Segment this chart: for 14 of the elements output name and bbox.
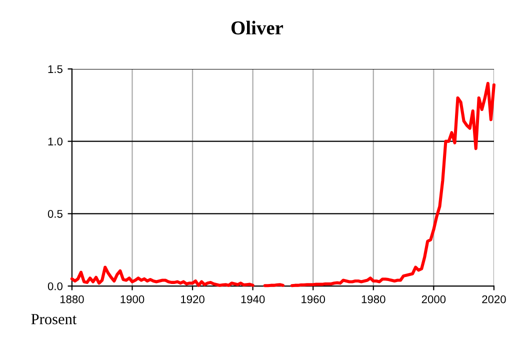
x-tick-label: 1880 — [60, 295, 84, 304]
x-tick-label: 1900 — [120, 295, 144, 304]
x-tick-label: 1960 — [302, 295, 326, 304]
x-tick-label: 2020 — [482, 295, 506, 304]
x-tick-label: 1980 — [362, 295, 386, 304]
y-tick-label: 1.0 — [48, 138, 62, 146]
x-tick-label: 1940 — [241, 295, 265, 304]
x-tick-label: 2000 — [422, 295, 446, 304]
y-tick-label: 0.0 — [48, 282, 62, 290]
y-tick-label: 0.5 — [48, 210, 62, 218]
text: Prosent — [31, 314, 77, 324]
x-tick-label: 1920 — [181, 295, 204, 304]
y-tick-label: 1.5 — [48, 65, 62, 74]
chart-title: Oliver — [231, 20, 284, 34]
